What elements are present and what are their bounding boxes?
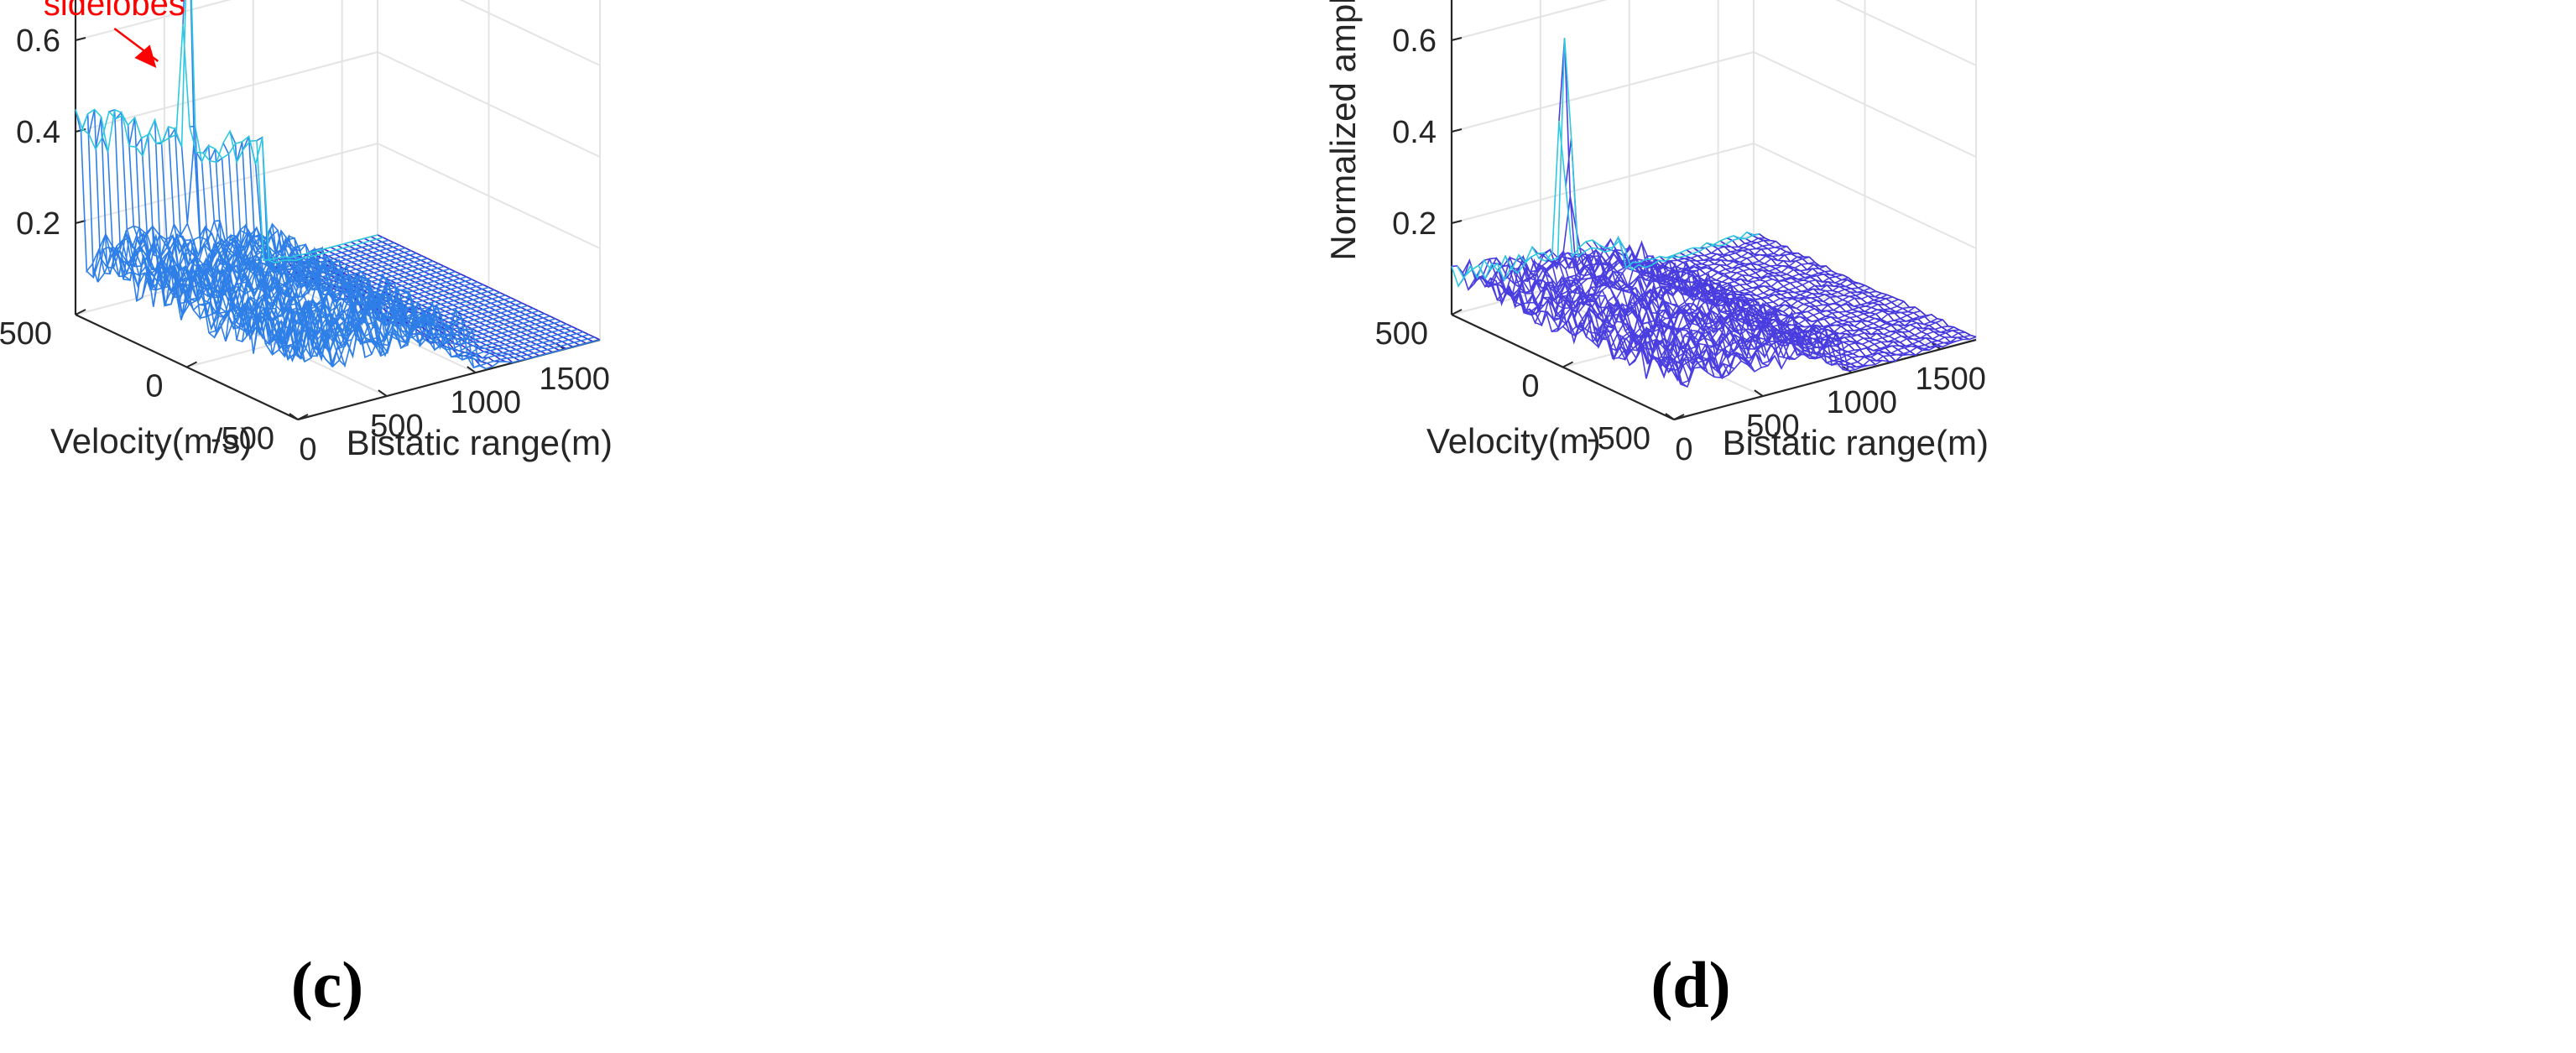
mesh-line-velocity	[242, 288, 545, 346]
mesh-line-velocity	[180, 261, 484, 321]
velocity-tick	[75, 309, 86, 315]
z-tick-label: 0.4	[1392, 115, 1437, 150]
range-tick	[1843, 366, 1853, 373]
velocity-tick	[297, 414, 309, 420]
z-tick	[1451, 220, 1463, 224]
mesh-line-velocity	[1495, 252, 1799, 305]
surface-mesh	[75, 0, 601, 370]
range-axis-label: Bistatic range(m)	[347, 423, 613, 462]
range-tick-label: 500	[370, 409, 423, 444]
gridline	[1451, 0, 1608, 41]
velocity-axis-label: Velocity(m/s)	[50, 421, 252, 461]
annotation-label: sidelobes	[44, 0, 185, 23]
arrow-head	[134, 44, 157, 68]
velocity-tick-label: 500	[1375, 316, 1428, 352]
mesh-line-velocity	[1468, 239, 1770, 290]
mesh-line-velocity	[1651, 325, 1954, 371]
annotation-arrow	[113, 27, 159, 68]
mesh-line-velocity	[1451, 121, 1755, 288]
range-tick	[1754, 389, 1764, 397]
mesh-line-velocity	[1456, 38, 1760, 282]
range-tick	[1665, 413, 1675, 420]
gridline	[1451, 51, 1755, 133]
velocity-tick	[1673, 414, 1685, 420]
velocity-axis-label: Velocity(m)	[1426, 421, 1601, 461]
panel-label: (d)	[1650, 948, 1730, 1021]
range-tick-label: 1000	[450, 385, 521, 420]
gridline	[1451, 143, 1755, 224]
range-tick	[289, 413, 299, 420]
mesh-line-velocity	[91, 220, 395, 277]
mesh-line-velocity	[1584, 294, 1888, 350]
mesh-line-velocity	[1606, 304, 1910, 361]
velocity-tick-label: -500	[211, 421, 274, 456]
velocity-tick-label: 0	[145, 369, 163, 404]
mesh-line-velocity	[80, 0, 383, 264]
mesh-line-velocity	[191, 264, 495, 320]
mesh-line-velocity	[113, 229, 417, 283]
mesh-line-velocity	[1618, 310, 1922, 361]
chart-panel-c: 0.20.40.60.815000-500050010001500Normali…	[0, 0, 613, 1021]
range-tick-label: 1500	[539, 362, 610, 397]
gridline	[75, 51, 378, 133]
z-tick-label: 0.6	[16, 23, 60, 59]
range-axis-label: Bistatic range(m)	[1723, 423, 1989, 462]
z-tick-label: 0.2	[16, 206, 60, 242]
mesh-line-velocity	[1523, 265, 1827, 314]
z-tick-label: 0.6	[1392, 23, 1437, 59]
range-tick	[467, 366, 477, 373]
range-tick-label: 0	[1675, 432, 1692, 467]
range-tick-label: 1500	[1915, 362, 1986, 397]
mesh-line-velocity	[96, 223, 400, 283]
z-tick	[1451, 128, 1463, 133]
velocity-tick-label: 500	[0, 316, 52, 352]
mesh-line-velocity	[213, 273, 517, 338]
range-axis-line	[1673, 338, 1977, 421]
mesh-line-range	[1565, 138, 1789, 357]
z-axis-label: Normalized amplitude	[1323, 0, 1363, 261]
range-tick-label: 1000	[1826, 385, 1897, 420]
range-tick-label: 500	[1746, 409, 1799, 444]
range-tick	[378, 389, 388, 397]
mesh-line-velocity	[269, 301, 573, 358]
velocity-tick	[186, 361, 197, 368]
mesh-line-velocity	[136, 243, 440, 301]
z-tick	[1451, 37, 1463, 41]
mesh-line-velocity	[1656, 326, 1960, 383]
z-tick-label: 0.4	[16, 115, 60, 150]
surface-mesh	[1451, 38, 1977, 388]
z-tick	[75, 220, 86, 224]
velocity-tick-label: -500	[1587, 421, 1650, 456]
mesh-line-velocity	[86, 141, 389, 279]
z-tick-label: 0.2	[1392, 206, 1437, 242]
z-tick	[75, 37, 86, 41]
range-tick-label: 0	[299, 432, 316, 467]
mesh-line-velocity	[291, 315, 595, 369]
mesh-line-velocity	[1624, 310, 1927, 360]
mesh-line-velocity	[230, 284, 534, 339]
mesh-line-velocity	[1567, 287, 1871, 337]
mesh-line-velocity	[1535, 273, 1838, 326]
chart-panel-d: 0.20.40.60.815000-500050010001500Normali…	[1323, 0, 1989, 1021]
panel-label: (c)	[291, 948, 364, 1021]
velocity-tick	[1562, 361, 1573, 368]
gridlines	[1451, 0, 1977, 420]
mesh-line-velocity	[1506, 256, 1810, 305]
velocity-tick-label: 0	[1521, 369, 1539, 404]
mesh-line-velocity	[75, 24, 378, 262]
velocity-tick	[1451, 309, 1463, 315]
gridline	[75, 0, 232, 41]
